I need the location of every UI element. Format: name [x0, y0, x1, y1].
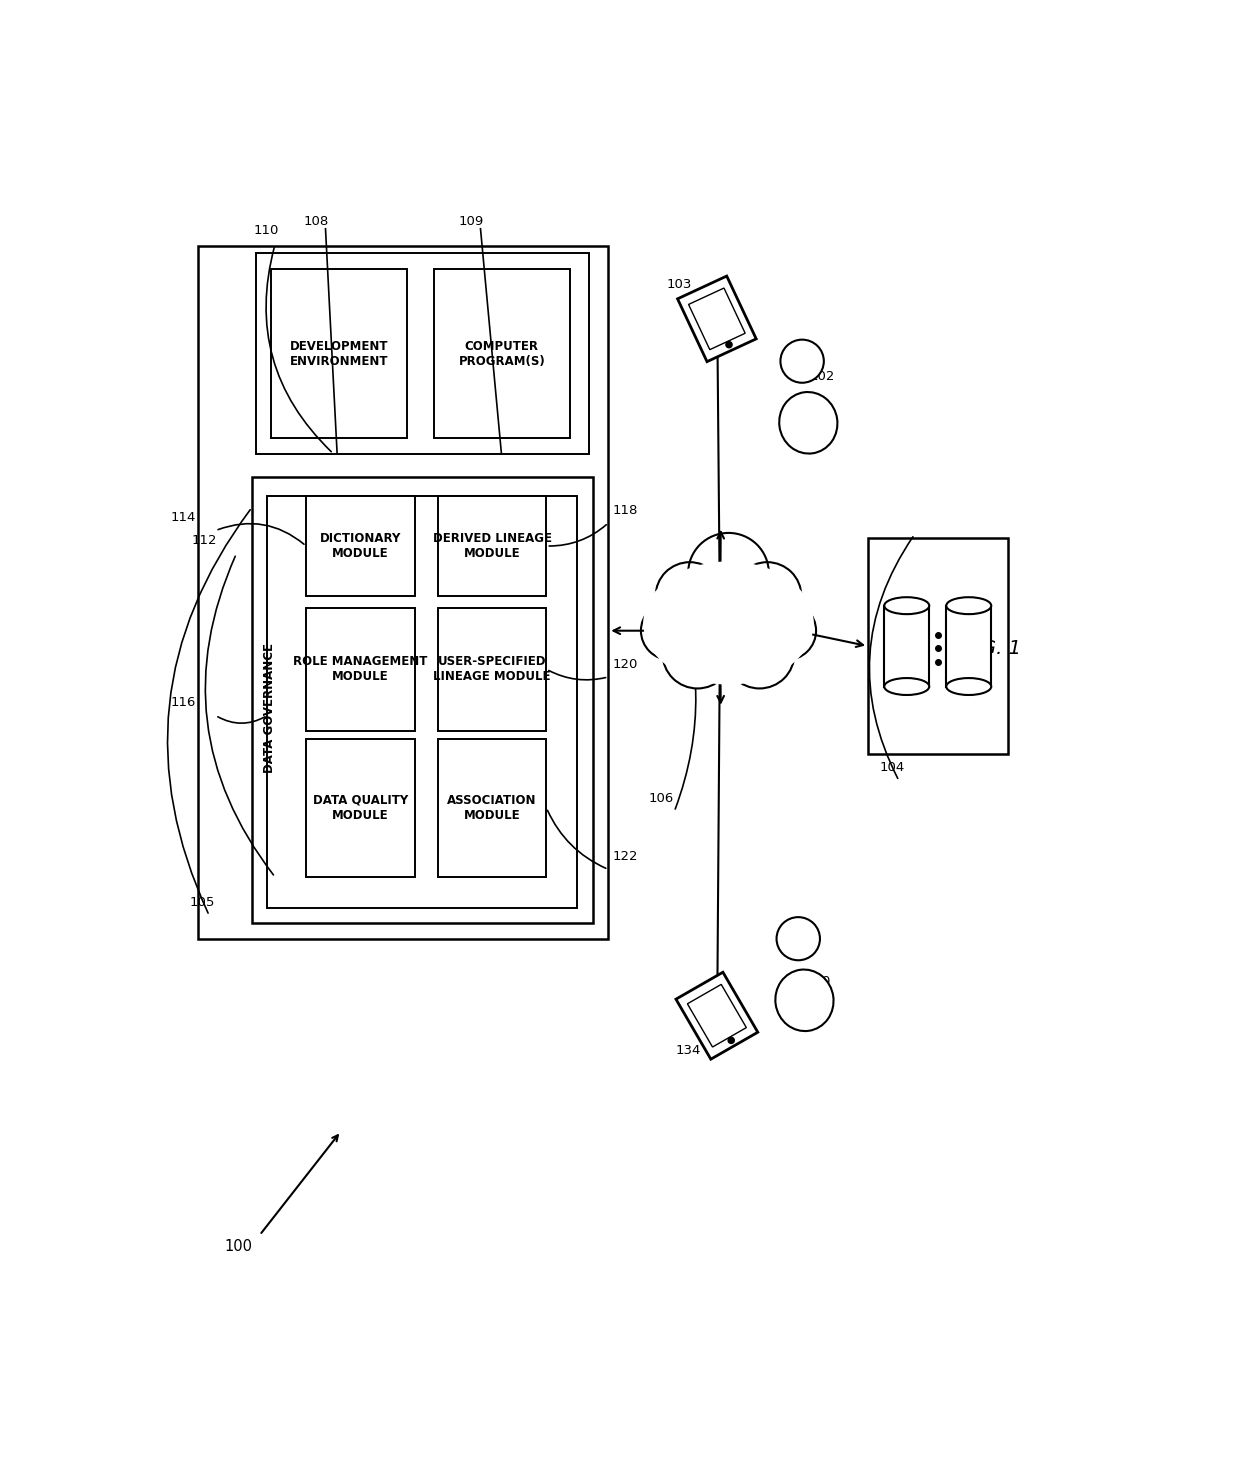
Ellipse shape [733, 562, 801, 631]
Text: DICTIONARY
MODULE: DICTIONARY MODULE [320, 532, 401, 560]
Text: 114: 114 [171, 512, 196, 525]
Ellipse shape [779, 392, 837, 454]
Bar [438, 607, 547, 731]
Text: 110: 110 [253, 223, 279, 237]
Ellipse shape [688, 534, 769, 613]
Polygon shape [676, 972, 758, 1060]
Text: 134: 134 [676, 1044, 701, 1057]
Ellipse shape [689, 612, 768, 673]
Bar [268, 495, 578, 908]
Bar [438, 495, 547, 595]
Text: ASSOCIATION
MODULE: ASSOCIATION MODULE [448, 794, 537, 822]
Bar [434, 269, 569, 438]
Ellipse shape [644, 562, 813, 685]
Ellipse shape [656, 562, 724, 631]
Text: 100: 100 [224, 1239, 253, 1254]
Circle shape [728, 1038, 734, 1044]
Text: 102: 102 [810, 370, 836, 384]
Bar [884, 606, 929, 686]
Text: 120: 120 [613, 657, 637, 670]
Text: DEVELOPMENT
ENVIRONMENT: DEVELOPMENT ENVIRONMENT [290, 340, 388, 368]
Text: ROLE MANAGEMENT
MODULE: ROLE MANAGEMENT MODULE [293, 656, 428, 684]
Bar [868, 538, 1007, 754]
Bar [197, 245, 609, 939]
Circle shape [725, 341, 732, 348]
Bar [306, 607, 414, 731]
Text: 108: 108 [304, 215, 329, 228]
Text: DATA QUALITY
MODULE: DATA QUALITY MODULE [312, 794, 408, 822]
Bar [272, 269, 407, 438]
Circle shape [776, 917, 820, 960]
Ellipse shape [641, 601, 699, 660]
Text: 105: 105 [190, 897, 216, 910]
Ellipse shape [775, 970, 833, 1030]
Text: 109: 109 [459, 215, 484, 228]
Ellipse shape [884, 678, 929, 695]
Bar [306, 738, 414, 878]
Text: 112: 112 [191, 535, 217, 547]
Text: FIG. 1: FIG. 1 [963, 639, 1021, 657]
Text: 116: 116 [171, 697, 196, 709]
Text: 118: 118 [613, 504, 637, 516]
Text: DERIVED LINEAGE
MODULE: DERIVED LINEAGE MODULE [433, 532, 552, 560]
Circle shape [780, 340, 823, 382]
Text: 104: 104 [879, 761, 905, 773]
Polygon shape [688, 288, 745, 350]
Text: 130: 130 [806, 975, 831, 988]
Ellipse shape [758, 601, 816, 660]
Text: USER-SPECIFIED
LINEAGE MODULE: USER-SPECIFIED LINEAGE MODULE [433, 656, 551, 684]
Ellipse shape [946, 678, 991, 695]
Polygon shape [687, 985, 746, 1047]
Bar [306, 495, 414, 595]
Bar [438, 738, 547, 878]
Polygon shape [677, 276, 756, 362]
Ellipse shape [884, 597, 929, 614]
Ellipse shape [662, 619, 733, 688]
Text: DATA GOVERNANCE: DATA GOVERNANCE [263, 642, 277, 773]
Text: 103: 103 [667, 278, 692, 291]
Ellipse shape [946, 597, 991, 614]
Text: 122: 122 [613, 850, 637, 863]
Bar [946, 606, 991, 686]
Ellipse shape [724, 619, 795, 688]
Bar [252, 476, 593, 923]
Text: 106: 106 [649, 792, 673, 804]
Text: COMPUTER
PROGRAM(S): COMPUTER PROGRAM(S) [459, 340, 546, 368]
Bar [255, 253, 589, 454]
